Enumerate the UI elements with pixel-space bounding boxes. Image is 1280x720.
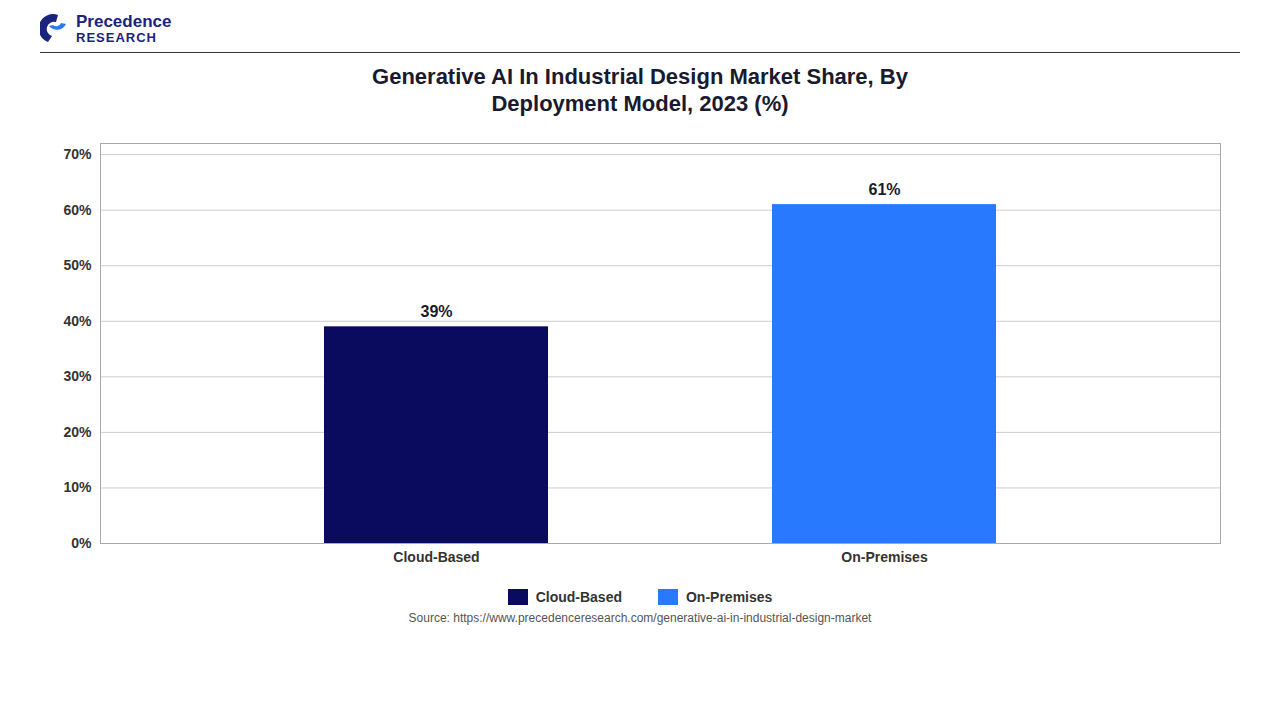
html-text:Cloud-Based: Cloud-Based [535,589,622,605]
svg-text:61%: 61% [868,181,900,198]
svg-text:30%: 30% [63,368,92,384]
svg-text:20%: 20% [63,424,92,440]
svg-text:10%: 10% [63,479,92,495]
svg-text:Cloud-Based: Cloud-Based [393,549,479,565]
html-text:RESEARCH: RESEARCH [76,30,157,45]
html-text:Precedence: Precedence [76,12,172,31]
svg-text:39%: 39% [420,303,452,320]
html-text:Generative AI In Industrial De: Generative AI In Industrial Design Marke… [372,64,908,116]
svg-text:60%: 60% [63,202,92,218]
svg-text:0%: 0% [71,535,92,551]
svg-text:On-Premises: On-Premises [841,549,928,565]
html-text:On-Premises: On-Premises [686,589,773,605]
html-text:Source: https://www.precedence: Source: https://www.precedenceresearch.c… [408,611,872,625]
svg-text:50%: 50% [63,257,92,273]
svg-text:40%: 40% [63,313,92,329]
svg-text:70%: 70% [63,146,92,162]
